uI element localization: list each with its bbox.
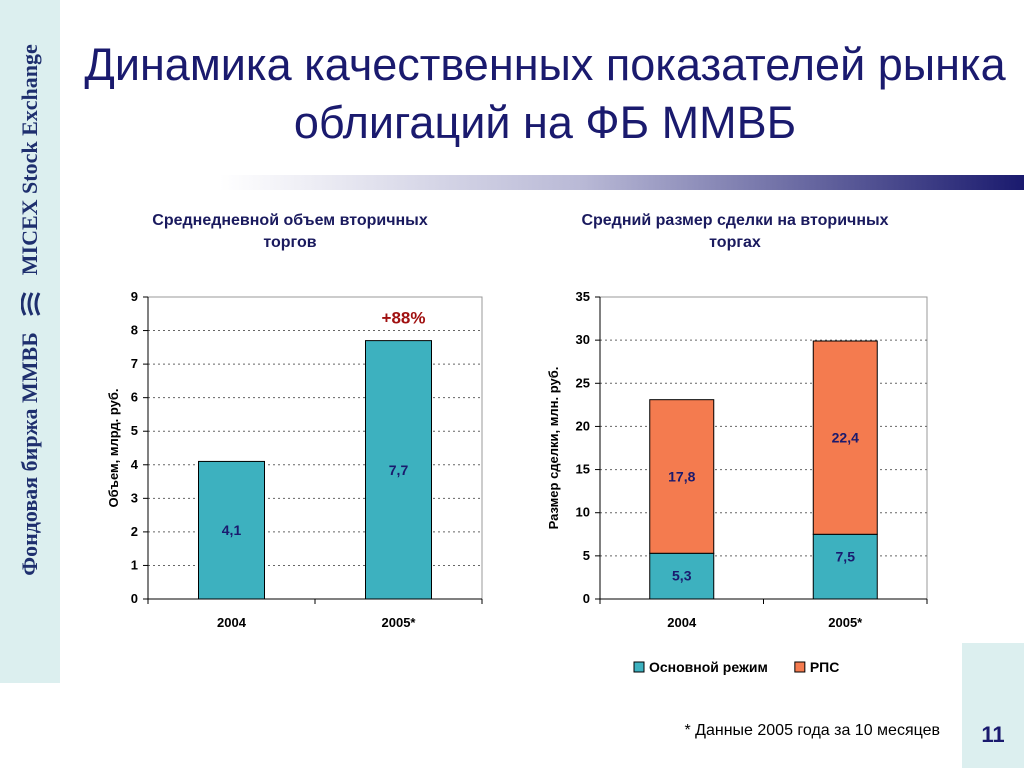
chart2-legend-label: РПС: [810, 659, 840, 675]
chart1-ytick-label: 4: [131, 457, 139, 472]
chart2-data-label: 5,3: [672, 567, 692, 583]
chart1-data-label: 7,7: [389, 462, 409, 478]
chart1-xtick-label: 2005*: [382, 615, 417, 630]
chart2-legend-swatch: [794, 661, 806, 673]
chart2-title: Средний размер сделки на вторичных торга…: [581, 212, 889, 251]
chart1-ytick-label: 1: [131, 557, 138, 572]
chart2-ytick-label: 0: [583, 591, 590, 606]
chart2-ytick-label: 25: [576, 375, 590, 390]
chart2-legend-label: Основной режим: [649, 659, 768, 675]
chart2-bar-segment: [812, 340, 878, 535]
chart2-data-label: 7,5: [836, 548, 856, 564]
footnote: * Данные 2005 года за 10 месяцев: [684, 722, 940, 739]
chart1-ytick-label: 3: [131, 490, 138, 505]
chart1-ytick-label: 9: [131, 289, 138, 304]
sidebar: Фондовая биржа ММВБ MICEX Stock Exchange: [0, 0, 60, 683]
chart1-title: Среднедневной объем вторичных торгов: [152, 212, 428, 251]
chart2-ylabel: Размер сделки, млн. руб.: [546, 367, 561, 530]
chart1-ytick-label: 8: [131, 323, 138, 338]
chart2-ytick-label: 20: [576, 418, 590, 433]
chart2-bar-segment: [649, 552, 715, 600]
title-divider: [220, 175, 1024, 190]
chart1-ytick-label: 0: [131, 591, 138, 606]
chart2-xtick-label: 2004: [667, 615, 697, 630]
page-number: 11: [981, 722, 1005, 747]
micex-logo-icon: [20, 292, 41, 316]
chart2-ytick-label: 5: [583, 548, 590, 563]
chart1-xtick-label: 2004: [217, 615, 247, 630]
chart1-ytick-label: 5: [131, 423, 138, 438]
chart2-legend-swatch: [633, 661, 645, 673]
chart1-ytick-label: 6: [131, 390, 138, 405]
chart2-ytick-label: 35: [576, 289, 590, 304]
chart2-ytick-label: 30: [576, 332, 590, 347]
chart1-ytick-label: 2: [131, 524, 138, 539]
chart2-bar-segment: [812, 533, 878, 600]
chart2-plot-frame: [599, 296, 928, 600]
chart2-bar-segment: [649, 399, 715, 554]
chart2-xtick-label: 2005*: [828, 615, 863, 630]
sidebar-logo-text: Фондовая биржа ММВБ MICEX Stock Exchange: [10, 0, 50, 620]
chart1-ytick-label: 7: [131, 356, 138, 371]
chart2-data-label: 17,8: [668, 468, 695, 484]
chart2-data-label: 22,4: [832, 430, 859, 446]
chart1-bar: [365, 340, 432, 600]
chart1-growth-annotation: +88%: [382, 309, 426, 328]
chart1-bar: [198, 460, 265, 600]
chart1-data-label: 4,1: [222, 522, 242, 538]
chart2-ytick-label: 10: [576, 505, 590, 520]
chart1-ylabel: Объем, млрд. руб.: [106, 389, 121, 508]
chart2-ytick-label: 15: [576, 462, 590, 477]
slide-title: Динамика качественных показателей рынка …: [84, 39, 1006, 148]
page-number-box: [962, 643, 1024, 768]
